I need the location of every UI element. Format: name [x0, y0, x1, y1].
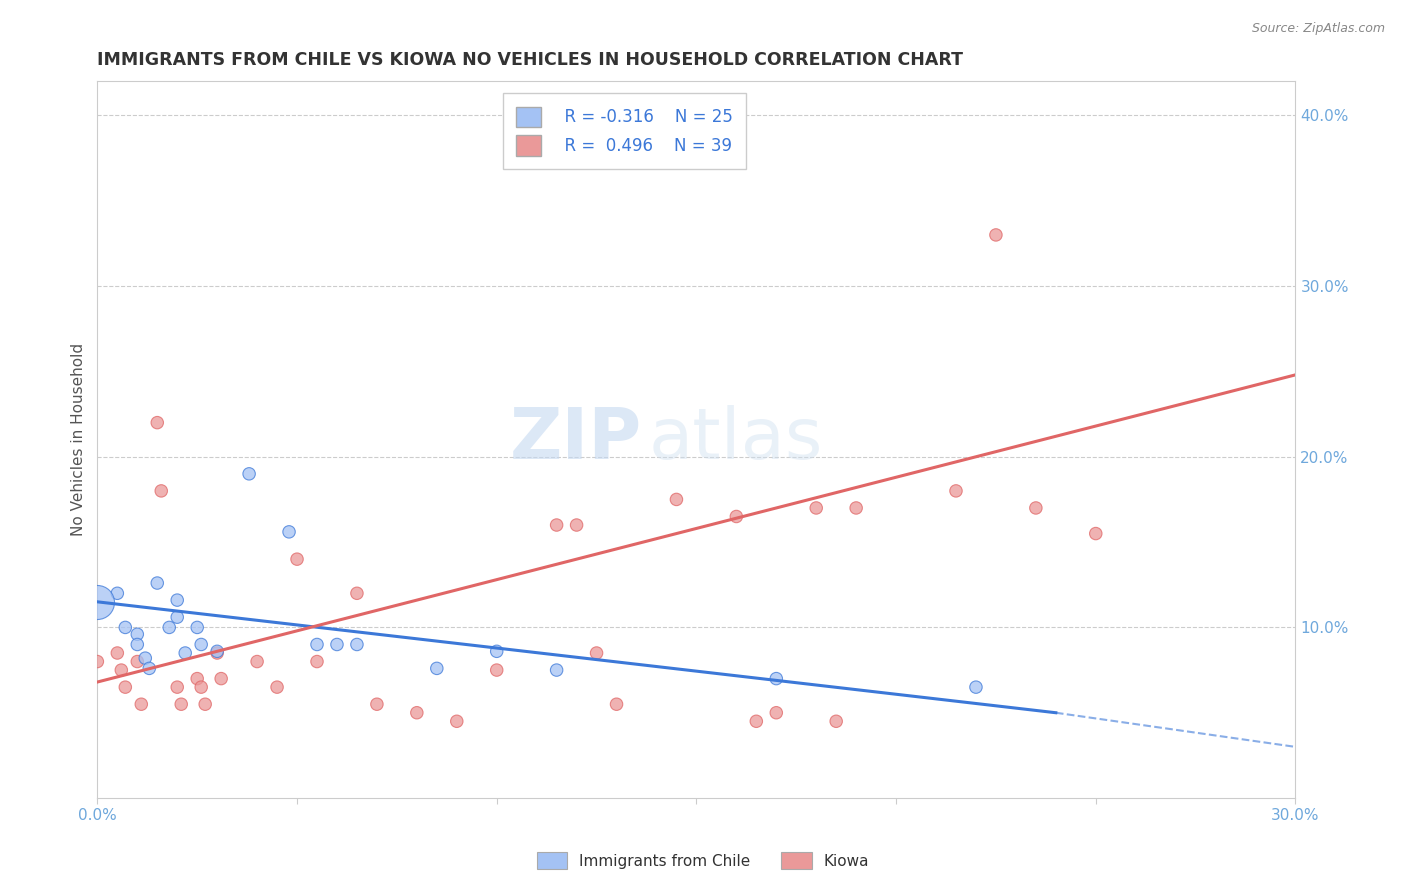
Point: [485, 644, 508, 658]
Point: [745, 714, 768, 729]
Point: [326, 638, 349, 652]
Point: [346, 638, 368, 652]
Point: [105, 646, 128, 660]
Point: [127, 627, 149, 641]
Point: [845, 500, 868, 515]
Point: [166, 593, 188, 607]
Point: [984, 227, 1007, 242]
Point: [266, 680, 288, 694]
Point: [1025, 500, 1047, 515]
Text: atlas: atlas: [648, 405, 823, 475]
Point: [546, 518, 568, 533]
Point: [205, 644, 228, 658]
Point: [205, 646, 228, 660]
Point: [546, 663, 568, 677]
Point: [186, 620, 208, 634]
Point: [825, 714, 848, 729]
Point: [86, 595, 108, 609]
Point: [305, 638, 328, 652]
Point: [366, 697, 388, 711]
Point: [138, 661, 160, 675]
Point: [166, 610, 188, 624]
Point: [725, 509, 748, 524]
Point: [246, 655, 269, 669]
Point: [110, 663, 132, 677]
Text: ZIP: ZIP: [510, 405, 643, 475]
Y-axis label: No Vehicles in Household: No Vehicles in Household: [72, 343, 86, 536]
Point: [238, 467, 260, 481]
Point: [186, 672, 208, 686]
Point: [146, 576, 169, 591]
Point: [134, 651, 156, 665]
Point: [209, 672, 232, 686]
Point: [170, 697, 193, 711]
Point: [166, 680, 188, 694]
Point: [114, 680, 136, 694]
Point: [150, 483, 173, 498]
Point: [945, 483, 967, 498]
Point: [285, 552, 308, 566]
Point: [665, 492, 688, 507]
Point: [585, 646, 607, 660]
Point: [426, 661, 449, 675]
Point: [806, 500, 828, 515]
Point: [305, 655, 328, 669]
Text: Source: ZipAtlas.com: Source: ZipAtlas.com: [1251, 22, 1385, 36]
Text: IMMIGRANTS FROM CHILE VS KIOWA NO VEHICLES IN HOUSEHOLD CORRELATION CHART: IMMIGRANTS FROM CHILE VS KIOWA NO VEHICL…: [97, 51, 963, 69]
Point: [765, 672, 787, 686]
Point: [190, 638, 212, 652]
Point: [446, 714, 468, 729]
Point: [157, 620, 180, 634]
Point: [965, 680, 987, 694]
Point: [606, 697, 628, 711]
Point: [127, 655, 149, 669]
Point: [485, 663, 508, 677]
Point: [405, 706, 427, 720]
Point: [146, 416, 169, 430]
Point: [765, 706, 787, 720]
Legend:   R = -0.316    N = 25,   R =  0.496    N = 39: R = -0.316 N = 25, R = 0.496 N = 39: [502, 94, 747, 169]
Point: [114, 620, 136, 634]
Point: [194, 697, 217, 711]
Point: [565, 518, 588, 533]
Point: [1084, 526, 1107, 541]
Point: [190, 680, 212, 694]
Point: [127, 638, 149, 652]
Point: [129, 697, 152, 711]
Point: [105, 586, 128, 600]
Point: [86, 655, 108, 669]
Point: [174, 646, 197, 660]
Point: [278, 524, 301, 539]
Point: [346, 586, 368, 600]
Legend: Immigrants from Chile, Kiowa: Immigrants from Chile, Kiowa: [530, 846, 876, 875]
